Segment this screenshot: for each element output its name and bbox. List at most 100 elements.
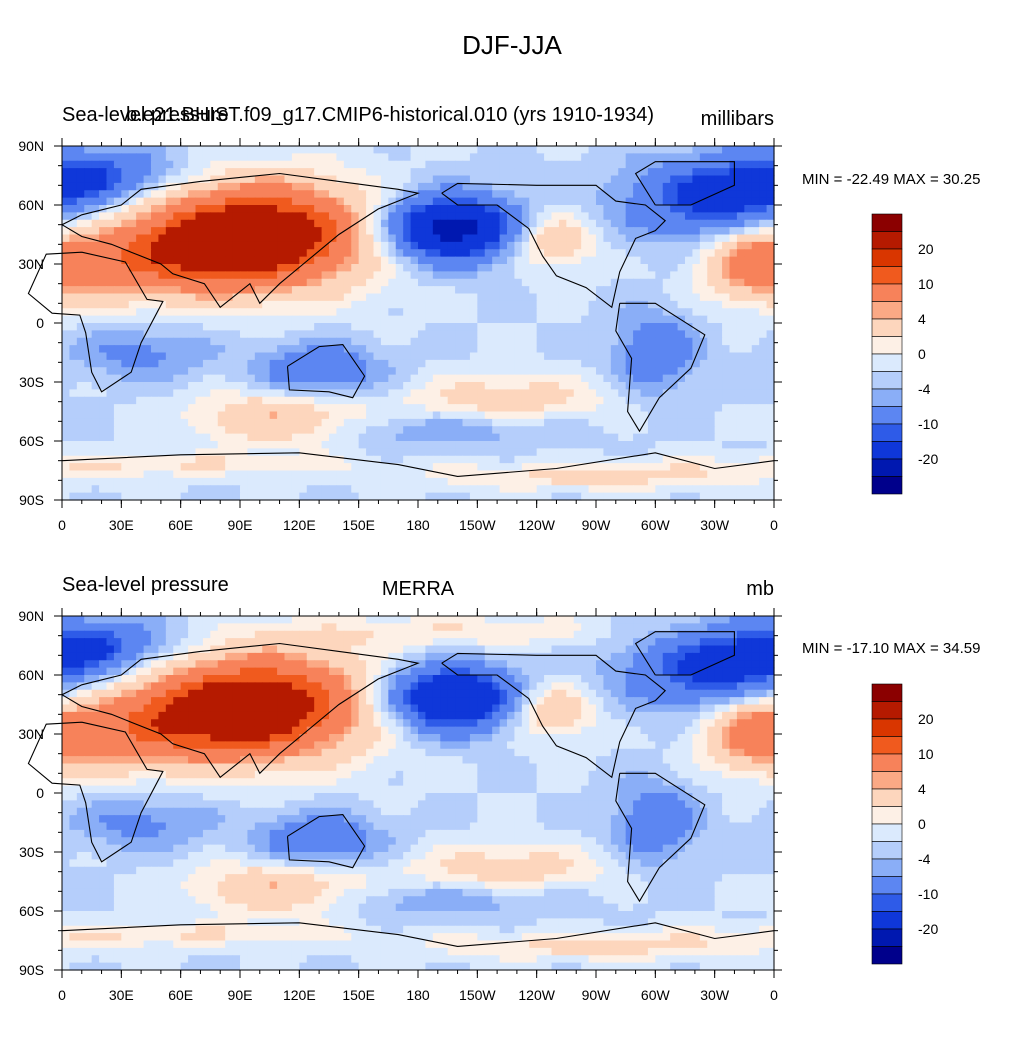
field-cell bbox=[121, 286, 129, 294]
field-cell bbox=[329, 404, 337, 412]
field-cell bbox=[344, 183, 352, 191]
field-cell bbox=[700, 242, 708, 250]
field-cell bbox=[559, 183, 567, 191]
field-cell bbox=[344, 338, 352, 346]
field-cell bbox=[99, 330, 107, 338]
field-cell bbox=[633, 308, 641, 316]
field-cell bbox=[566, 623, 574, 631]
field-cell bbox=[307, 463, 315, 471]
field-cell bbox=[381, 623, 389, 631]
field-cell bbox=[62, 493, 70, 501]
field-cell bbox=[166, 257, 174, 265]
field-cell bbox=[544, 316, 552, 324]
field-cell bbox=[99, 367, 107, 375]
field-cell bbox=[166, 168, 174, 176]
field-cell bbox=[270, 456, 278, 464]
field-cell bbox=[566, 456, 574, 464]
field-cell bbox=[314, 249, 322, 257]
field-cell bbox=[92, 478, 100, 486]
field-cell bbox=[77, 426, 85, 434]
field-cell bbox=[307, 227, 315, 235]
field-cell bbox=[262, 463, 270, 471]
field-cell bbox=[581, 623, 589, 631]
field-cell bbox=[618, 176, 626, 184]
field-cell bbox=[552, 345, 560, 353]
field-cell bbox=[633, 286, 641, 294]
field-cell bbox=[633, 493, 641, 501]
field-cell bbox=[151, 623, 159, 631]
field-cell bbox=[455, 456, 463, 464]
field-cell bbox=[648, 389, 656, 397]
field-cell bbox=[663, 485, 671, 493]
field-cell bbox=[537, 294, 545, 302]
field-cell bbox=[336, 146, 344, 154]
field-cell bbox=[477, 434, 485, 442]
field-cell bbox=[574, 434, 582, 442]
field-cell bbox=[233, 205, 241, 213]
field-cell bbox=[425, 301, 433, 309]
field-cell bbox=[611, 345, 619, 353]
field-cell bbox=[329, 493, 337, 501]
field-cell bbox=[210, 220, 218, 228]
field-cell bbox=[247, 412, 255, 420]
field-cell bbox=[210, 198, 218, 206]
field-cell bbox=[247, 271, 255, 279]
field-cell bbox=[173, 257, 181, 265]
field-cell bbox=[425, 389, 433, 397]
field-cell bbox=[359, 279, 367, 287]
field-cell bbox=[463, 338, 471, 346]
field-cell bbox=[641, 249, 649, 257]
field-cell bbox=[203, 412, 211, 420]
field-cell bbox=[314, 294, 322, 302]
field-cell bbox=[425, 616, 433, 624]
field-cell bbox=[151, 434, 159, 442]
field-cell bbox=[388, 235, 396, 243]
field-cell bbox=[144, 249, 152, 257]
field-cell bbox=[522, 176, 530, 184]
field-cell bbox=[151, 448, 159, 456]
field-cell bbox=[233, 146, 241, 154]
field-cell bbox=[685, 183, 693, 191]
field-cell bbox=[529, 493, 537, 501]
field-cell bbox=[336, 389, 344, 397]
field-cell bbox=[210, 404, 218, 412]
field-cell bbox=[188, 257, 196, 265]
field-cell bbox=[344, 294, 352, 302]
field-cell bbox=[722, 220, 730, 228]
field-cell bbox=[759, 146, 767, 154]
field-cell bbox=[196, 338, 204, 346]
field-cell bbox=[663, 412, 671, 420]
field-cell bbox=[670, 153, 678, 161]
field-cell bbox=[218, 375, 226, 383]
field-cell bbox=[759, 338, 767, 346]
field-cell bbox=[463, 161, 471, 169]
field-cell bbox=[299, 463, 307, 471]
field-cell bbox=[69, 616, 77, 624]
field-cell bbox=[744, 478, 752, 486]
field-cell bbox=[626, 471, 634, 479]
field-cell bbox=[514, 249, 522, 257]
field-cell bbox=[107, 205, 115, 213]
field-cell bbox=[84, 264, 92, 272]
field-cell bbox=[678, 375, 686, 383]
field-cell bbox=[477, 264, 485, 272]
field-cell bbox=[388, 448, 396, 456]
field-cell bbox=[722, 316, 730, 324]
field-cell bbox=[514, 353, 522, 361]
field-cell bbox=[344, 493, 352, 501]
field-cell bbox=[181, 176, 189, 184]
field-cell bbox=[685, 367, 693, 375]
field-cell bbox=[307, 264, 315, 272]
field-cell bbox=[685, 176, 693, 184]
field-cell bbox=[262, 412, 270, 420]
field-cell bbox=[596, 375, 604, 383]
field-cell bbox=[62, 308, 70, 316]
field-cell bbox=[514, 456, 522, 464]
field-cell bbox=[626, 397, 634, 405]
field-cell bbox=[566, 198, 574, 206]
field-cell bbox=[307, 323, 315, 331]
field-cell bbox=[77, 294, 85, 302]
field-cell bbox=[233, 345, 241, 353]
field-cell bbox=[574, 198, 582, 206]
field-cell bbox=[752, 198, 760, 206]
